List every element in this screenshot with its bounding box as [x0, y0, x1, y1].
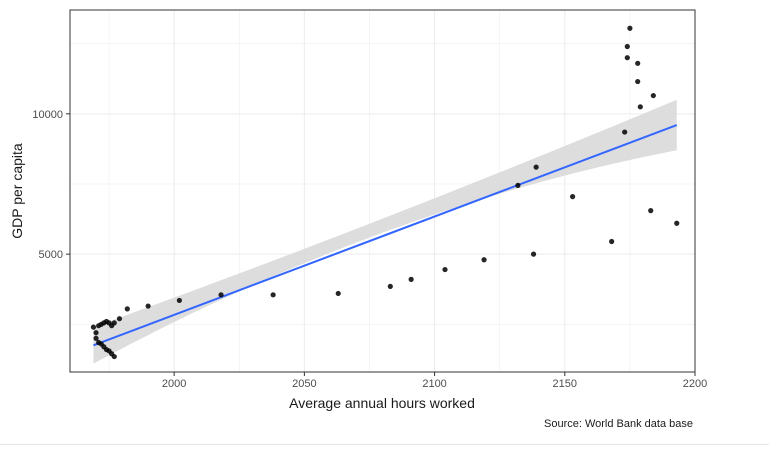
grid-lines — [70, 10, 696, 372]
data-point — [650, 92, 656, 99]
x-tick-label: 2000 — [162, 378, 186, 390]
data-point — [387, 283, 393, 290]
data-point — [622, 129, 628, 135]
data-point — [408, 276, 414, 282]
data-point — [90, 324, 97, 330]
x-tick-label: 2150 — [553, 378, 577, 390]
x-tick-label: 2050 — [292, 378, 316, 390]
data-point — [570, 194, 576, 200]
y-tick-label: 10000 — [32, 109, 63, 121]
data-point — [533, 164, 539, 170]
data-point — [116, 316, 123, 322]
data-point — [609, 238, 615, 245]
trend-line-layer — [93, 124, 678, 347]
data-point — [270, 292, 276, 298]
data-point — [637, 104, 643, 110]
data-point — [515, 182, 521, 188]
y-tick-label: 5000 — [39, 249, 63, 261]
x-tick-label: 2200 — [683, 378, 707, 390]
y-axis-ticks: 5000 10000 — [32, 109, 70, 261]
data-point — [627, 25, 633, 31]
data-point — [530, 251, 537, 257]
data-point — [124, 306, 130, 312]
data-point — [111, 320, 117, 326]
data-point — [176, 297, 182, 304]
data-point — [648, 208, 654, 214]
data-point — [624, 43, 630, 50]
data-point — [335, 290, 341, 297]
data-point — [111, 353, 117, 360]
y-axis-title: GDP per capita — [9, 143, 25, 239]
data-point — [93, 330, 99, 336]
confidence-band — [93, 99, 677, 364]
confidence-band-layer — [93, 99, 677, 364]
data-point — [93, 335, 99, 341]
data-point — [624, 55, 630, 61]
x-tick-label: 2100 — [422, 378, 446, 390]
trend-line — [93, 124, 678, 347]
x-axis-title: Average annual hours worked — [289, 395, 475, 411]
bottom-divider — [0, 444, 769, 445]
x-axis-ticks: 2000 2050 2100 2150 2200 — [162, 372, 707, 390]
data-point — [674, 220, 680, 226]
data-point — [145, 303, 151, 309]
data-point — [218, 292, 224, 298]
data-point — [635, 78, 641, 85]
data-point — [442, 266, 448, 273]
plot-panel-border — [69, 9, 696, 373]
data-point — [481, 257, 487, 263]
data-points — [90, 25, 680, 360]
source-caption: Source: World Bank data base — [544, 418, 693, 430]
data-point — [635, 60, 641, 66]
